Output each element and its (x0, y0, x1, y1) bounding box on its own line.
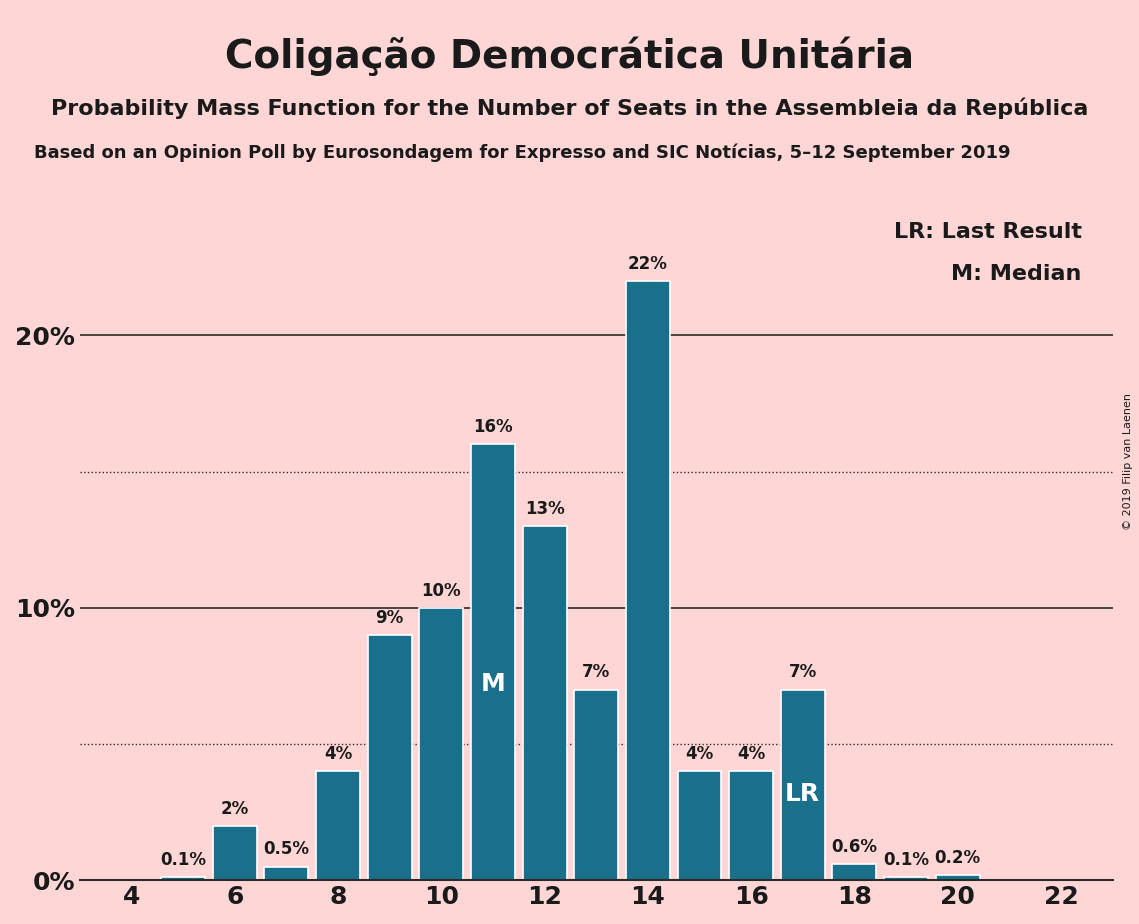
Text: 7%: 7% (788, 663, 817, 681)
Bar (678, 772, 721, 881)
Bar (162, 878, 205, 881)
Text: 7%: 7% (582, 663, 611, 681)
Text: M: Median: M: Median (951, 264, 1082, 284)
Bar (213, 826, 256, 881)
Text: LR: LR (785, 783, 820, 807)
Text: 0.2%: 0.2% (935, 848, 981, 867)
Text: 0.6%: 0.6% (831, 838, 877, 856)
Bar (574, 689, 618, 881)
Bar (781, 689, 825, 881)
Text: 0.1%: 0.1% (883, 851, 929, 869)
Bar (523, 526, 566, 881)
Bar (472, 444, 515, 881)
Text: 13%: 13% (525, 500, 565, 518)
Text: M: M (481, 672, 506, 696)
Bar (264, 867, 309, 881)
Text: 4%: 4% (686, 745, 714, 763)
Text: 9%: 9% (376, 609, 404, 626)
Bar (833, 864, 876, 881)
Text: LR: Last Result: LR: Last Result (894, 222, 1082, 242)
Text: Based on an Opinion Poll by Eurosondagem for Expresso and SIC Notícias, 5–12 Sep: Based on an Opinion Poll by Eurosondagem… (34, 143, 1010, 162)
Text: © 2019 Filip van Laenen: © 2019 Filip van Laenen (1123, 394, 1133, 530)
Bar (419, 608, 464, 881)
Text: 10%: 10% (421, 581, 461, 600)
Bar (884, 878, 928, 881)
Bar (626, 281, 670, 881)
Text: Coligação Democrática Unitária: Coligação Democrática Unitária (226, 37, 913, 77)
Text: 4%: 4% (323, 745, 352, 763)
Bar (317, 772, 360, 881)
Bar (368, 635, 411, 881)
Text: 2%: 2% (221, 799, 249, 818)
Text: 22%: 22% (628, 255, 667, 273)
Text: 16%: 16% (473, 419, 513, 436)
Bar (936, 875, 980, 881)
Text: 0.5%: 0.5% (263, 840, 310, 858)
Bar (729, 772, 773, 881)
Text: Probability Mass Function for the Number of Seats in the Assembleia da República: Probability Mass Function for the Number… (51, 97, 1088, 118)
Text: 0.1%: 0.1% (161, 851, 206, 869)
Text: 4%: 4% (737, 745, 765, 763)
